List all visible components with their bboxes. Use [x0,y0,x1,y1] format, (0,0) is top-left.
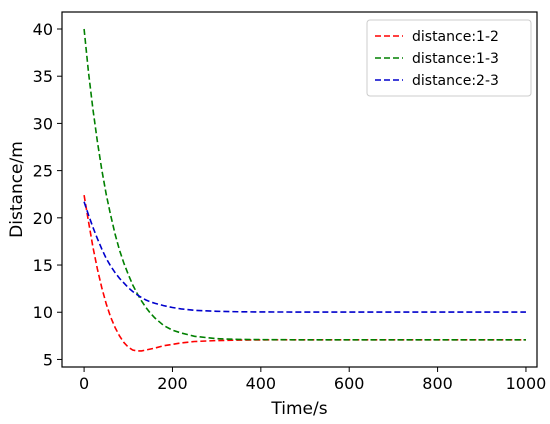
legend-label: distance:1-2 [412,29,499,45]
x-tick-label: 800 [422,374,453,393]
x-tick-label: 600 [334,374,365,393]
y-tick-label: 30 [33,114,53,133]
y-tick-label: 25 [33,162,53,181]
series-line-distance-1-3 [83,28,526,341]
y-tick-label: 40 [33,20,53,39]
y-axis-title: Distance/m [7,141,27,238]
y-tick-label: 35 [33,67,53,86]
y-tick-label: 10 [33,303,53,322]
plot-frame [61,11,538,368]
legend-label: distance:2-3 [412,73,499,89]
x-tick-label: 1000 [506,374,547,393]
legend: distance:1-2 distance:1-3 distance:2-3 [366,19,532,97]
x-tick-label: 200 [157,374,188,393]
legend-label: distance:1-3 [412,51,499,67]
y-tick-label: 20 [33,209,53,228]
x-tick-label: 400 [246,374,277,393]
y-tick-label: 15 [33,256,53,275]
series-line-distance-2-3 [83,201,526,313]
legend-box [366,19,532,97]
x-tick-label: 0 [79,374,89,393]
y-tick-label: 5 [43,350,53,369]
x-axis-title: Time/s [270,399,327,419]
